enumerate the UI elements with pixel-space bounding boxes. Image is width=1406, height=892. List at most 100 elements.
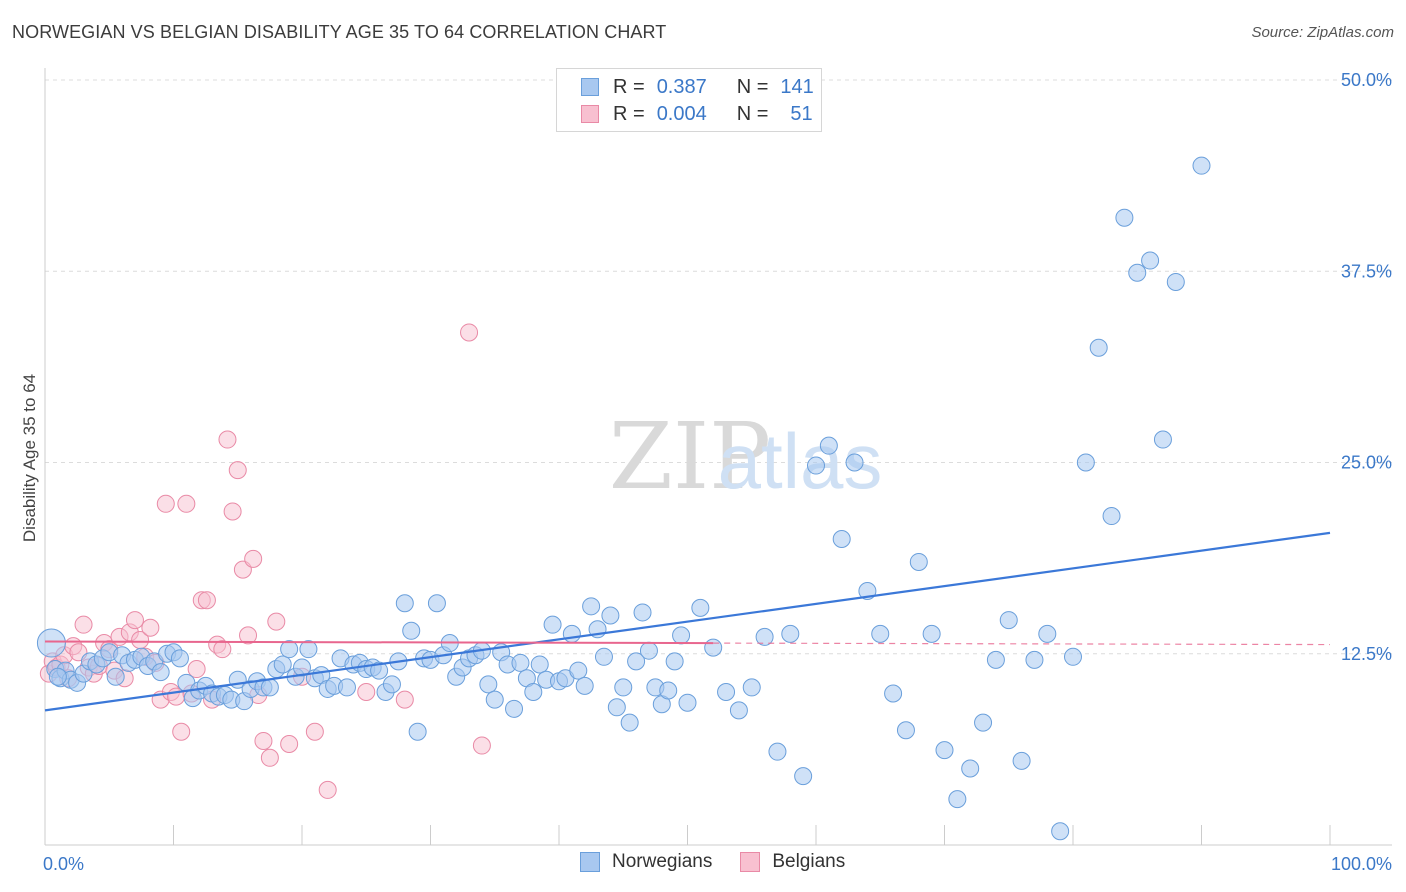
y-tick-label: 25.0% [1341, 453, 1392, 473]
chart-title: NORWEGIAN VS BELGIAN DISABILITY AGE 35 T… [12, 22, 667, 42]
norwegian-point [562, 624, 581, 643]
belgian-point [141, 618, 160, 637]
norwegian-point [1038, 624, 1057, 643]
watermark-zip: ZIP [609, 403, 771, 510]
norwegian-point [717, 683, 736, 701]
norwegian-point [1153, 430, 1172, 449]
norwegian-point [1192, 156, 1211, 175]
norwegian-point [1128, 263, 1147, 282]
belgian-point [260, 748, 279, 767]
norwegian-point [1012, 751, 1031, 770]
norwegian-point [948, 790, 967, 809]
norwegian-point [922, 624, 941, 643]
belgian-point [74, 615, 93, 634]
legend-swatch-belgians [740, 852, 761, 872]
source-label: Source: ZipAtlas.com [1251, 24, 1394, 41]
belgian-point [213, 640, 232, 659]
norwegian-point [729, 701, 748, 720]
norwegian-point [691, 598, 710, 617]
legend-item-norwegians[interactable]: Norwegians [580, 851, 712, 873]
norwegian-point [794, 767, 813, 786]
belgian-point [125, 611, 144, 630]
legend-r-value: 0.387 [656, 75, 707, 98]
legend-n-value: 141 [780, 75, 814, 98]
norwegian-point [427, 594, 446, 613]
norwegian-point [678, 693, 697, 712]
norwegian-point [408, 722, 427, 741]
norwegian-point [569, 661, 588, 680]
legend-n-label: N = [736, 75, 769, 98]
norwegian-point [280, 640, 299, 659]
norwegian-point [986, 650, 1005, 669]
belgian-point [223, 502, 242, 521]
norwegians-points [36, 156, 1211, 841]
y-tick-label: 50.0% [1341, 70, 1392, 90]
norwegian-point [479, 675, 498, 694]
belgians-trend-line [44, 640, 714, 645]
belgian-point [244, 549, 263, 568]
norwegian-point [299, 640, 318, 659]
norwegian-point [974, 713, 993, 732]
belgian-point [187, 660, 206, 679]
norwegian-point [659, 681, 678, 700]
legend-r-value: 0.004 [656, 102, 707, 125]
axes [44, 68, 1392, 846]
y-tick-label: 37.5% [1341, 261, 1392, 281]
norwegian-point [1089, 338, 1108, 357]
norwegians-trend-line [44, 531, 1331, 712]
norwegian-point [106, 667, 125, 686]
stats-legend: R = 0.387 N = 141 R = 0.004 N = 51 [556, 68, 822, 132]
belgian-point [197, 591, 216, 610]
legend-item-belgians[interactable]: Belgians [740, 851, 845, 873]
belgian-point [254, 731, 273, 750]
norwegian-point [1166, 272, 1185, 291]
norwegian-point [402, 621, 421, 640]
norwegian-point [781, 624, 800, 643]
legend-n-value: 51 [790, 102, 813, 125]
norwegian-point [260, 678, 279, 697]
norwegian-point [575, 676, 594, 695]
legend-swatch-belgians [581, 105, 599, 123]
norwegian-point [819, 436, 838, 455]
norwegian-point [36, 628, 66, 658]
belgian-point [280, 735, 299, 754]
norwegian-point [627, 652, 646, 671]
norwegian-point [961, 759, 980, 778]
norwegian-point [665, 652, 684, 671]
norwegian-point [273, 655, 292, 674]
belgian-point [460, 323, 479, 342]
norwegian-point [614, 678, 633, 697]
norwegian-point [151, 663, 170, 682]
norwegian-point [601, 606, 620, 625]
legend-label-belgians: Belgians [772, 851, 846, 872]
norwegian-point [524, 683, 543, 701]
norwegian-point [1025, 650, 1044, 669]
trend-lines [44, 531, 1331, 712]
legend-swatch-norwegians [580, 852, 600, 872]
legend-r-label: R = [613, 102, 645, 125]
y-tick-label: 12.5% [1341, 644, 1392, 664]
x-tick-label-max: 100.0% [1331, 854, 1392, 874]
norwegian-point [1051, 822, 1070, 841]
norwegian-point [170, 649, 189, 668]
norwegian-point [672, 626, 691, 645]
norwegian-point [704, 638, 723, 657]
norwegian-point [511, 653, 530, 672]
tick-labels: 12.5% 25.0% 37.5% 50.0% 0.0% 100.0% [43, 70, 1392, 874]
norwegian-point [530, 655, 549, 674]
legend-swatch-norwegians [581, 78, 599, 96]
legend-label-norwegians: Norwegians [612, 851, 713, 872]
norwegian-point [871, 624, 890, 643]
norwegian-point [1064, 647, 1082, 666]
norwegian-point [620, 713, 639, 732]
norwegian-point [845, 453, 864, 472]
belgians-trend-line-extension [713, 642, 1331, 646]
norwegian-point [742, 678, 761, 697]
legend-row-norwegians: R = 0.387 N = 141 [581, 75, 814, 99]
norwegian-point [382, 675, 401, 694]
belgian-point [357, 683, 376, 701]
norwegian-point [909, 552, 928, 571]
x-tick-label-min: 0.0% [43, 854, 84, 874]
norwegian-point [337, 678, 356, 697]
